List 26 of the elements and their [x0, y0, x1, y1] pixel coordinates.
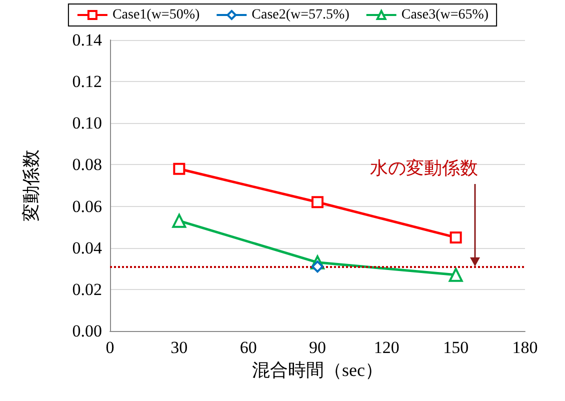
x-tick-label: 60: [240, 338, 257, 357]
x-tick-label: 120: [374, 338, 400, 357]
x-tick-label: 150: [443, 338, 469, 357]
point: [312, 196, 324, 208]
x-axis-title: 混合時間（sec）: [252, 360, 383, 380]
y-tick-label: 0.02: [72, 280, 102, 299]
y-tick-label: 0.06: [72, 196, 102, 216]
point: [173, 162, 186, 175]
y-tick-label: 0.12: [72, 72, 102, 92]
y-tick-label: 0.08: [72, 155, 102, 174]
y-axis-title: 変動係数: [21, 150, 41, 222]
ref-line-label: 水の変動係数: [370, 157, 478, 180]
x-tick-label: 90: [309, 338, 326, 357]
y-tick-label: 0.10: [72, 114, 102, 133]
y-tick-label: 0.14: [72, 30, 102, 50]
legend-label: Case2(w=57.5%): [252, 8, 350, 22]
y-tick-label: 0.00: [72, 322, 102, 340]
x-tick-label: 180: [512, 338, 538, 357]
point: [450, 231, 462, 244]
legend-label: Case1(w=50%): [112, 8, 200, 22]
point: [172, 214, 186, 228]
x-tick-label: 30: [170, 338, 188, 357]
legend-label: Case3(w=65%): [401, 8, 489, 22]
x-tick-label: 0: [106, 338, 114, 357]
point: [448, 268, 463, 282]
y-tick-label: 0.04: [72, 238, 102, 258]
